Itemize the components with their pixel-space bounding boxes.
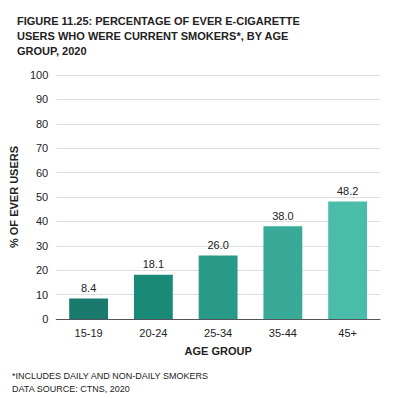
svg-text:AGE GROUP: AGE GROUP xyxy=(185,345,252,357)
svg-text:100: 100 xyxy=(30,69,48,81)
svg-text:20: 20 xyxy=(36,264,48,276)
svg-text:18.1: 18.1 xyxy=(143,258,164,270)
svg-text:8.4: 8.4 xyxy=(81,282,96,294)
svg-text:0: 0 xyxy=(42,313,48,325)
svg-text:38.0: 38.0 xyxy=(272,210,293,222)
svg-text:DATA SOURCE: CTNS, 2020: DATA SOURCE: CTNS, 2020 xyxy=(12,384,130,394)
svg-text:80: 80 xyxy=(36,118,48,130)
svg-text:FIGURE 11.25: PERCENTAGE OF EV: FIGURE 11.25: PERCENTAGE OF EVER E-CIGAR… xyxy=(17,15,300,27)
svg-text:10: 10 xyxy=(36,289,48,301)
svg-text:90: 90 xyxy=(36,93,48,105)
svg-text:GROUP, 2020: GROUP, 2020 xyxy=(17,45,87,57)
svg-text:20-24: 20-24 xyxy=(139,327,167,339)
svg-text:15-19: 15-19 xyxy=(75,327,103,339)
svg-text:*INCLUDES DAILY AND NON-DAILY: *INCLUDES DAILY AND NON-DAILY SMOKERS xyxy=(12,371,208,381)
svg-text:26.0: 26.0 xyxy=(207,239,228,251)
svg-text:50: 50 xyxy=(36,191,48,203)
svg-text:% OF EVER USERS: % OF EVER USERS xyxy=(8,146,20,248)
svg-text:USERS WHO WERE CURRENT SMOKERS: USERS WHO WERE CURRENT SMOKERS*, BY AGE xyxy=(17,30,288,42)
svg-text:48.2: 48.2 xyxy=(337,185,358,197)
svg-text:35-44: 35-44 xyxy=(269,327,297,339)
svg-text:40: 40 xyxy=(36,215,48,227)
svg-text:45+: 45+ xyxy=(338,327,357,339)
svg-text:30: 30 xyxy=(36,240,48,252)
svg-text:60: 60 xyxy=(36,167,48,179)
svg-text:70: 70 xyxy=(36,142,48,154)
svg-text:25-34: 25-34 xyxy=(204,327,232,339)
